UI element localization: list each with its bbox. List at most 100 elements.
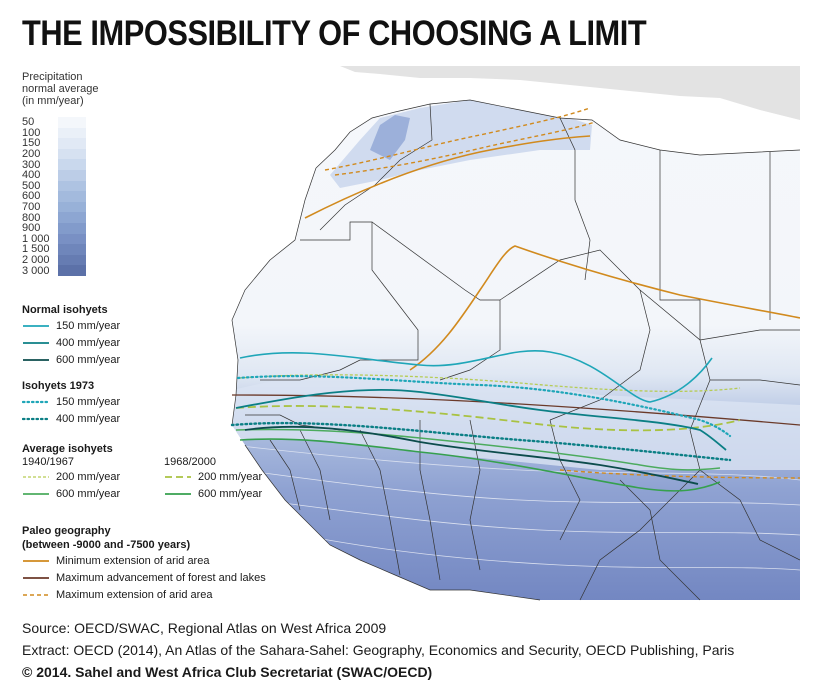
wet-isoline-3 — [299, 534, 800, 571]
legend-line-swatch — [23, 341, 49, 344]
avg-200-1940-line — [239, 374, 741, 393]
precipitation-scale-swatch — [58, 265, 86, 276]
precipitation-scale-row: 1 500 — [22, 244, 86, 255]
legend-line-swatch — [23, 475, 49, 478]
avg-200-1968-line — [235, 405, 741, 432]
precipitation-scale-label: 800 — [22, 211, 41, 224]
wet-isoline-1 — [239, 469, 800, 506]
precipitation-scale: 50 100 150 200 300 400 500 600 700 800 900 1 000 1 5… — [22, 117, 86, 276]
legend-entry-label: Maximum extension of arid area — [56, 588, 213, 601]
paleo-max-arid-line-3 — [559, 469, 800, 479]
precipitation-scale-swatch — [58, 159, 86, 170]
legend-paleo-subtitle: (between -9000 and -7500 years) — [22, 539, 191, 551]
precipitation-scale-row: 200 — [22, 149, 86, 160]
precipitation-scale-row: 150 — [22, 138, 86, 149]
legend-entry-label: Minimum extension of arid area — [56, 554, 210, 567]
precipitation-scale-row: 500 — [22, 180, 86, 192]
legend-average-col2-items: 200 mm/year 600 mm/year — [164, 468, 306, 502]
legend-entry-label: 600 mm/year — [56, 353, 121, 366]
legend-entry: 400 mm/year — [22, 410, 120, 427]
precipitation-scale-label: 200 — [22, 148, 41, 161]
legend-line-swatch — [23, 559, 49, 562]
paleo-min-arid-line-north — [304, 135, 591, 219]
precipitation-scale-swatch — [58, 212, 86, 223]
precipitation-scale-label: 3 000 — [22, 264, 50, 277]
africa-landmass — [232, 100, 800, 600]
footer-copyright: © 2014. Sahel and West Africa Club Secre… — [22, 664, 433, 680]
precipitation-scale-row: 400 — [22, 170, 86, 181]
normal-600-line — [244, 425, 699, 485]
map-title: THE IMPOSSIBILITY OF CHOOSING A LIMIT — [22, 14, 647, 53]
europe-landmass — [340, 66, 800, 120]
legend-average-col2-header: 1968/2000 — [164, 456, 216, 468]
normal-150-line — [239, 350, 713, 403]
legend-average-col1-items: 200 mm/year 600 mm/year — [22, 468, 164, 502]
paleo-max-arid-line-2 — [334, 121, 596, 176]
paleo-max-arid-line-1 — [324, 107, 591, 171]
precipitation-scale-label: 150 — [22, 137, 41, 150]
legend-entry-label: 200 mm/year — [198, 470, 263, 483]
legend-average-col1: 1940/1967 200 mm/year 600 mm/year — [22, 456, 164, 502]
precipitation-scale-label: 600 — [22, 190, 41, 203]
precipitation-scale-swatch — [58, 222, 86, 234]
legend-line-swatch — [23, 324, 49, 327]
precipitation-scale-label: 300 — [22, 158, 41, 171]
precipitation-scale-row: 1 000 — [22, 232, 86, 245]
legend-normal-isohyets: Normal isohyets 150 mm/year 400 mm/year 60… — [22, 303, 120, 368]
legend-line-swatch — [23, 593, 49, 596]
precipitation-scale-swatch — [58, 148, 86, 160]
precipitation-scale-swatch — [58, 244, 86, 255]
legend-line-swatch — [22, 417, 50, 420]
legend-entry-label: 400 mm/year — [56, 336, 121, 349]
legend-1973-items: 150 mm/year 400 mm/year — [22, 393, 120, 427]
paleo-forest-lakes-line — [231, 394, 800, 426]
legend-entry: 600 mm/year — [164, 485, 306, 502]
legend-entry: 150 mm/year — [22, 393, 120, 410]
precipitation-scale-swatch — [58, 169, 86, 181]
precipitation-scale-row: 600 — [22, 191, 86, 202]
footer-extract: Extract: OECD (2014), An Atlas of the Sa… — [22, 642, 735, 658]
legend-entry: Minimum extension of arid area — [22, 552, 266, 569]
sahel-band — [232, 370, 800, 470]
precipitation-scale-label: 2 000 — [22, 254, 50, 267]
precipitation-scale-swatch — [58, 180, 86, 192]
legend-entry-label: 150 mm/year — [56, 319, 121, 332]
atlas-wet-core — [370, 115, 410, 160]
normal-400-line — [235, 388, 727, 451]
map-canvas — [0, 66, 800, 616]
precipitation-scale-swatch — [58, 254, 86, 266]
legend-paleo-items: Minimum extension of arid area Maximum ad… — [22, 552, 266, 603]
precipitation-scale-row: 700 — [22, 202, 86, 213]
legend-average-title: Average isohyets — [22, 443, 113, 455]
precipitation-scale-swatch — [58, 191, 86, 202]
precipitation-scale-label: 1 000 — [22, 232, 50, 245]
legend-line-swatch — [165, 475, 191, 478]
legend-line-swatch — [23, 358, 49, 361]
y1973-150-line — [236, 375, 732, 438]
precipitation-scale-row: 300 — [22, 159, 86, 170]
legend-entry: 150 mm/year — [22, 317, 120, 334]
legend-entry-label: 150 mm/year — [56, 395, 121, 408]
precipitation-scale-swatch — [58, 117, 86, 128]
precipitation-scale-row: 50 — [22, 117, 86, 128]
precipitation-scale-row: 2 000 — [22, 255, 86, 266]
precipitation-scale-label: 50 — [22, 116, 35, 129]
y1973-400-line — [230, 421, 732, 462]
legend-entry: 200 mm/year — [164, 468, 306, 485]
precipitation-scale-row: 800 — [22, 212, 86, 223]
precipitation-title-line-3: (in mm/year) — [22, 95, 84, 107]
precipitation-scale-row: 3 000 — [22, 265, 86, 276]
precipitation-legend-title: Precipitation normal average (in mm/year… — [22, 71, 98, 107]
footer-source: Source: OECD/SWAC, Regional Atlas on Wes… — [22, 620, 387, 636]
legend-average-col2: 1968/2000 200 mm/year 600 mm/year — [164, 456, 306, 502]
avg-600-1968-line — [239, 438, 721, 492]
legend-entry-label: 600 mm/year — [56, 487, 121, 500]
legend-entry: 600 mm/year — [22, 485, 164, 502]
legend-1973-title: Isohyets 1973 — [22, 380, 95, 392]
precipitation-scale-swatch — [58, 127, 86, 139]
legend-average-isohyets: Average isohyets 1940/1967 200 mm/year 60… — [22, 442, 306, 502]
precipitation-scale-label: 100 — [22, 126, 41, 139]
legend-line-swatch — [165, 492, 191, 495]
precipitation-scale-swatch — [58, 201, 86, 213]
legend-paleo: Paleo geography (between -9000 and -7500… — [22, 524, 266, 603]
